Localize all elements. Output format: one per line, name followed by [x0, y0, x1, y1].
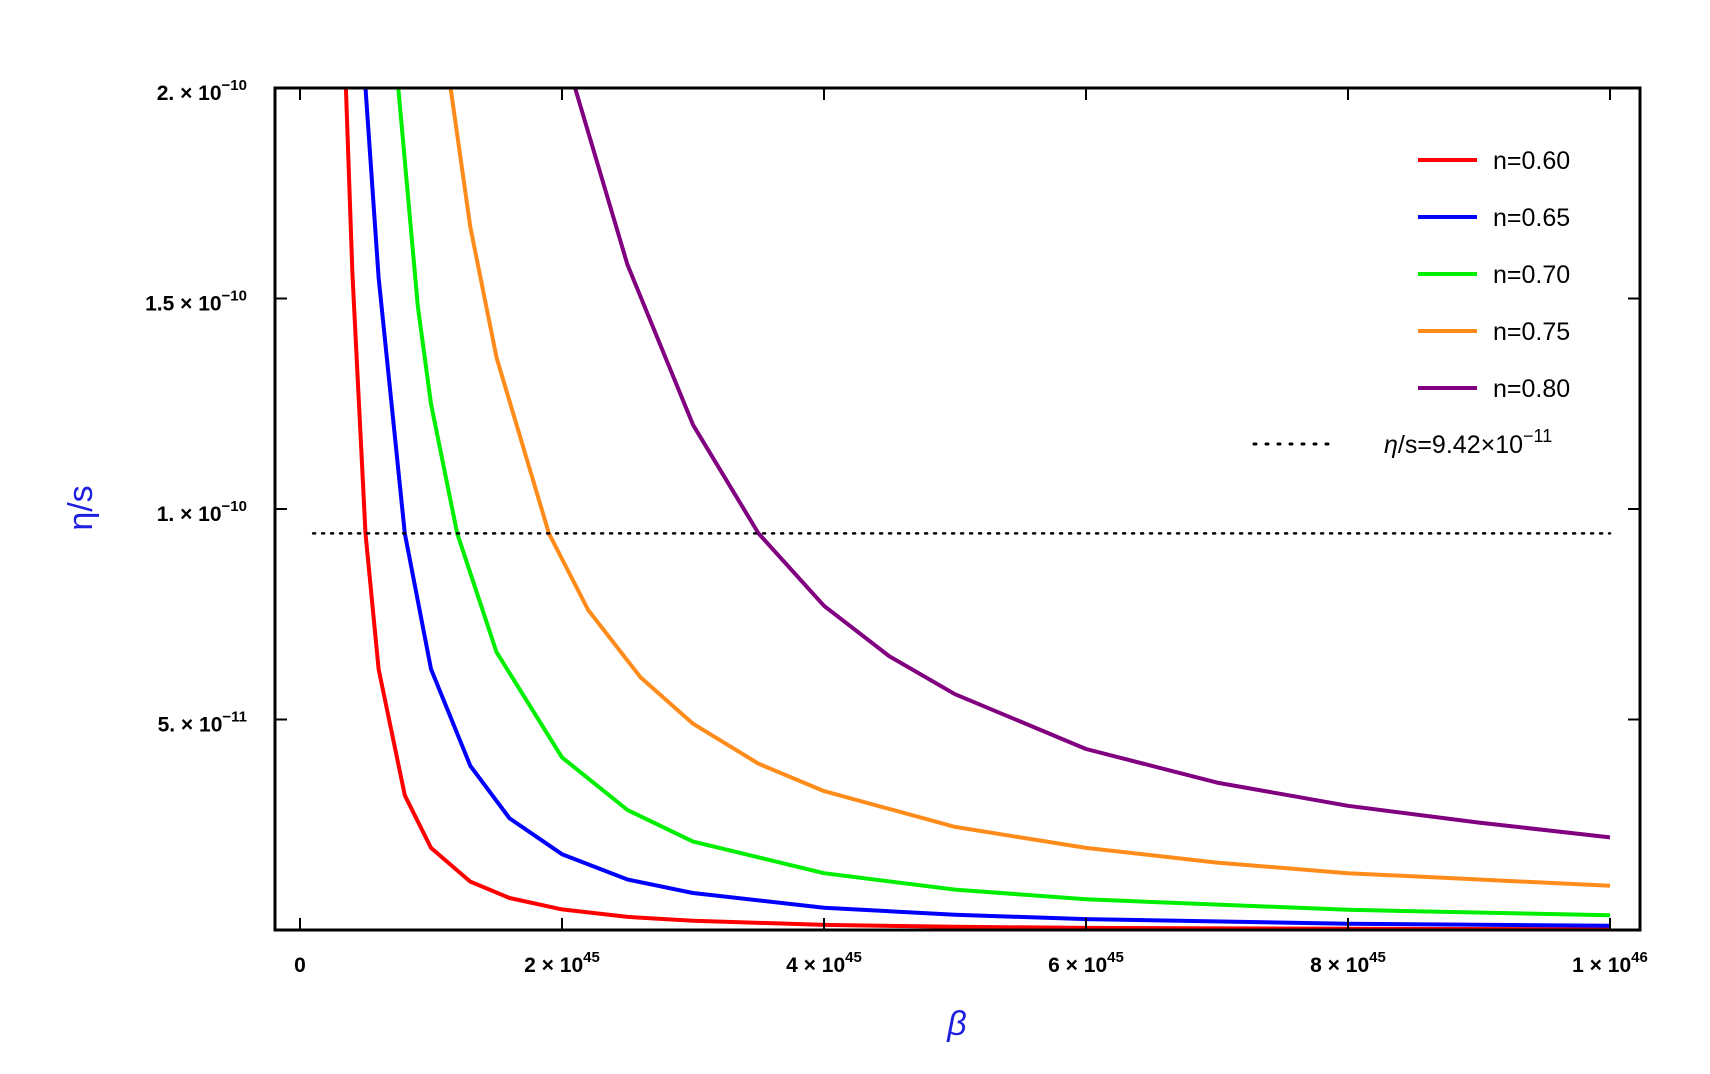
- x-tick-label: 0: [294, 954, 306, 977]
- legend-label: n=0.70: [1493, 261, 1570, 289]
- plot-frame: [273, 86, 1642, 932]
- series-line-n=0.70: [396, 88, 1611, 918]
- legend-label-reference: η/s=9.42×10−11: [1384, 426, 1552, 459]
- x-tick-label: 8 × 1045: [1310, 949, 1386, 977]
- y-tick-label: 2. × 10−10: [157, 77, 247, 105]
- x-tick-label: 1 × 1046: [1572, 949, 1648, 977]
- series-line-n=0.80: [573, 88, 1611, 840]
- legend-label: n=0.80: [1493, 375, 1570, 403]
- series-line-n=0.60: [343, 88, 1611, 930]
- x-tick-label: 6 × 1045: [1048, 949, 1124, 977]
- y-tick-label: 5. × 10−11: [158, 709, 247, 737]
- legend-label: n=0.65: [1493, 204, 1570, 232]
- series-line-n=0.75: [448, 88, 1611, 888]
- legend-label: n=0.60: [1493, 147, 1570, 175]
- x-axis-title: β: [946, 1005, 966, 1043]
- x-tick-label: 4 × 1045: [786, 949, 862, 977]
- x-axis: 0 2 × 1045 4 × 1045 6 × 1045 8 × 1045 1 × 104…: [294, 88, 1648, 977]
- y-axis-title: η/s: [62, 485, 100, 530]
- legend-label: n=0.75: [1493, 318, 1570, 346]
- legend: n=0.60 n=0.65 n=0.70 n=0.75 n=0.80 η/s=9.42×1…: [1252, 147, 1570, 459]
- y-tick-label: 1. × 10−10: [157, 498, 247, 526]
- x-tick-label: 2 × 1045: [524, 949, 600, 977]
- chart-plot-area: [311, 88, 1612, 930]
- series-line-n=0.65: [363, 88, 1611, 928]
- y-axis: 5. × 10−11 1. × 10−10 1.5 × 10−10 2. × 10−1…: [145, 77, 1640, 737]
- y-tick-label: 1.5 × 10−10: [145, 288, 247, 316]
